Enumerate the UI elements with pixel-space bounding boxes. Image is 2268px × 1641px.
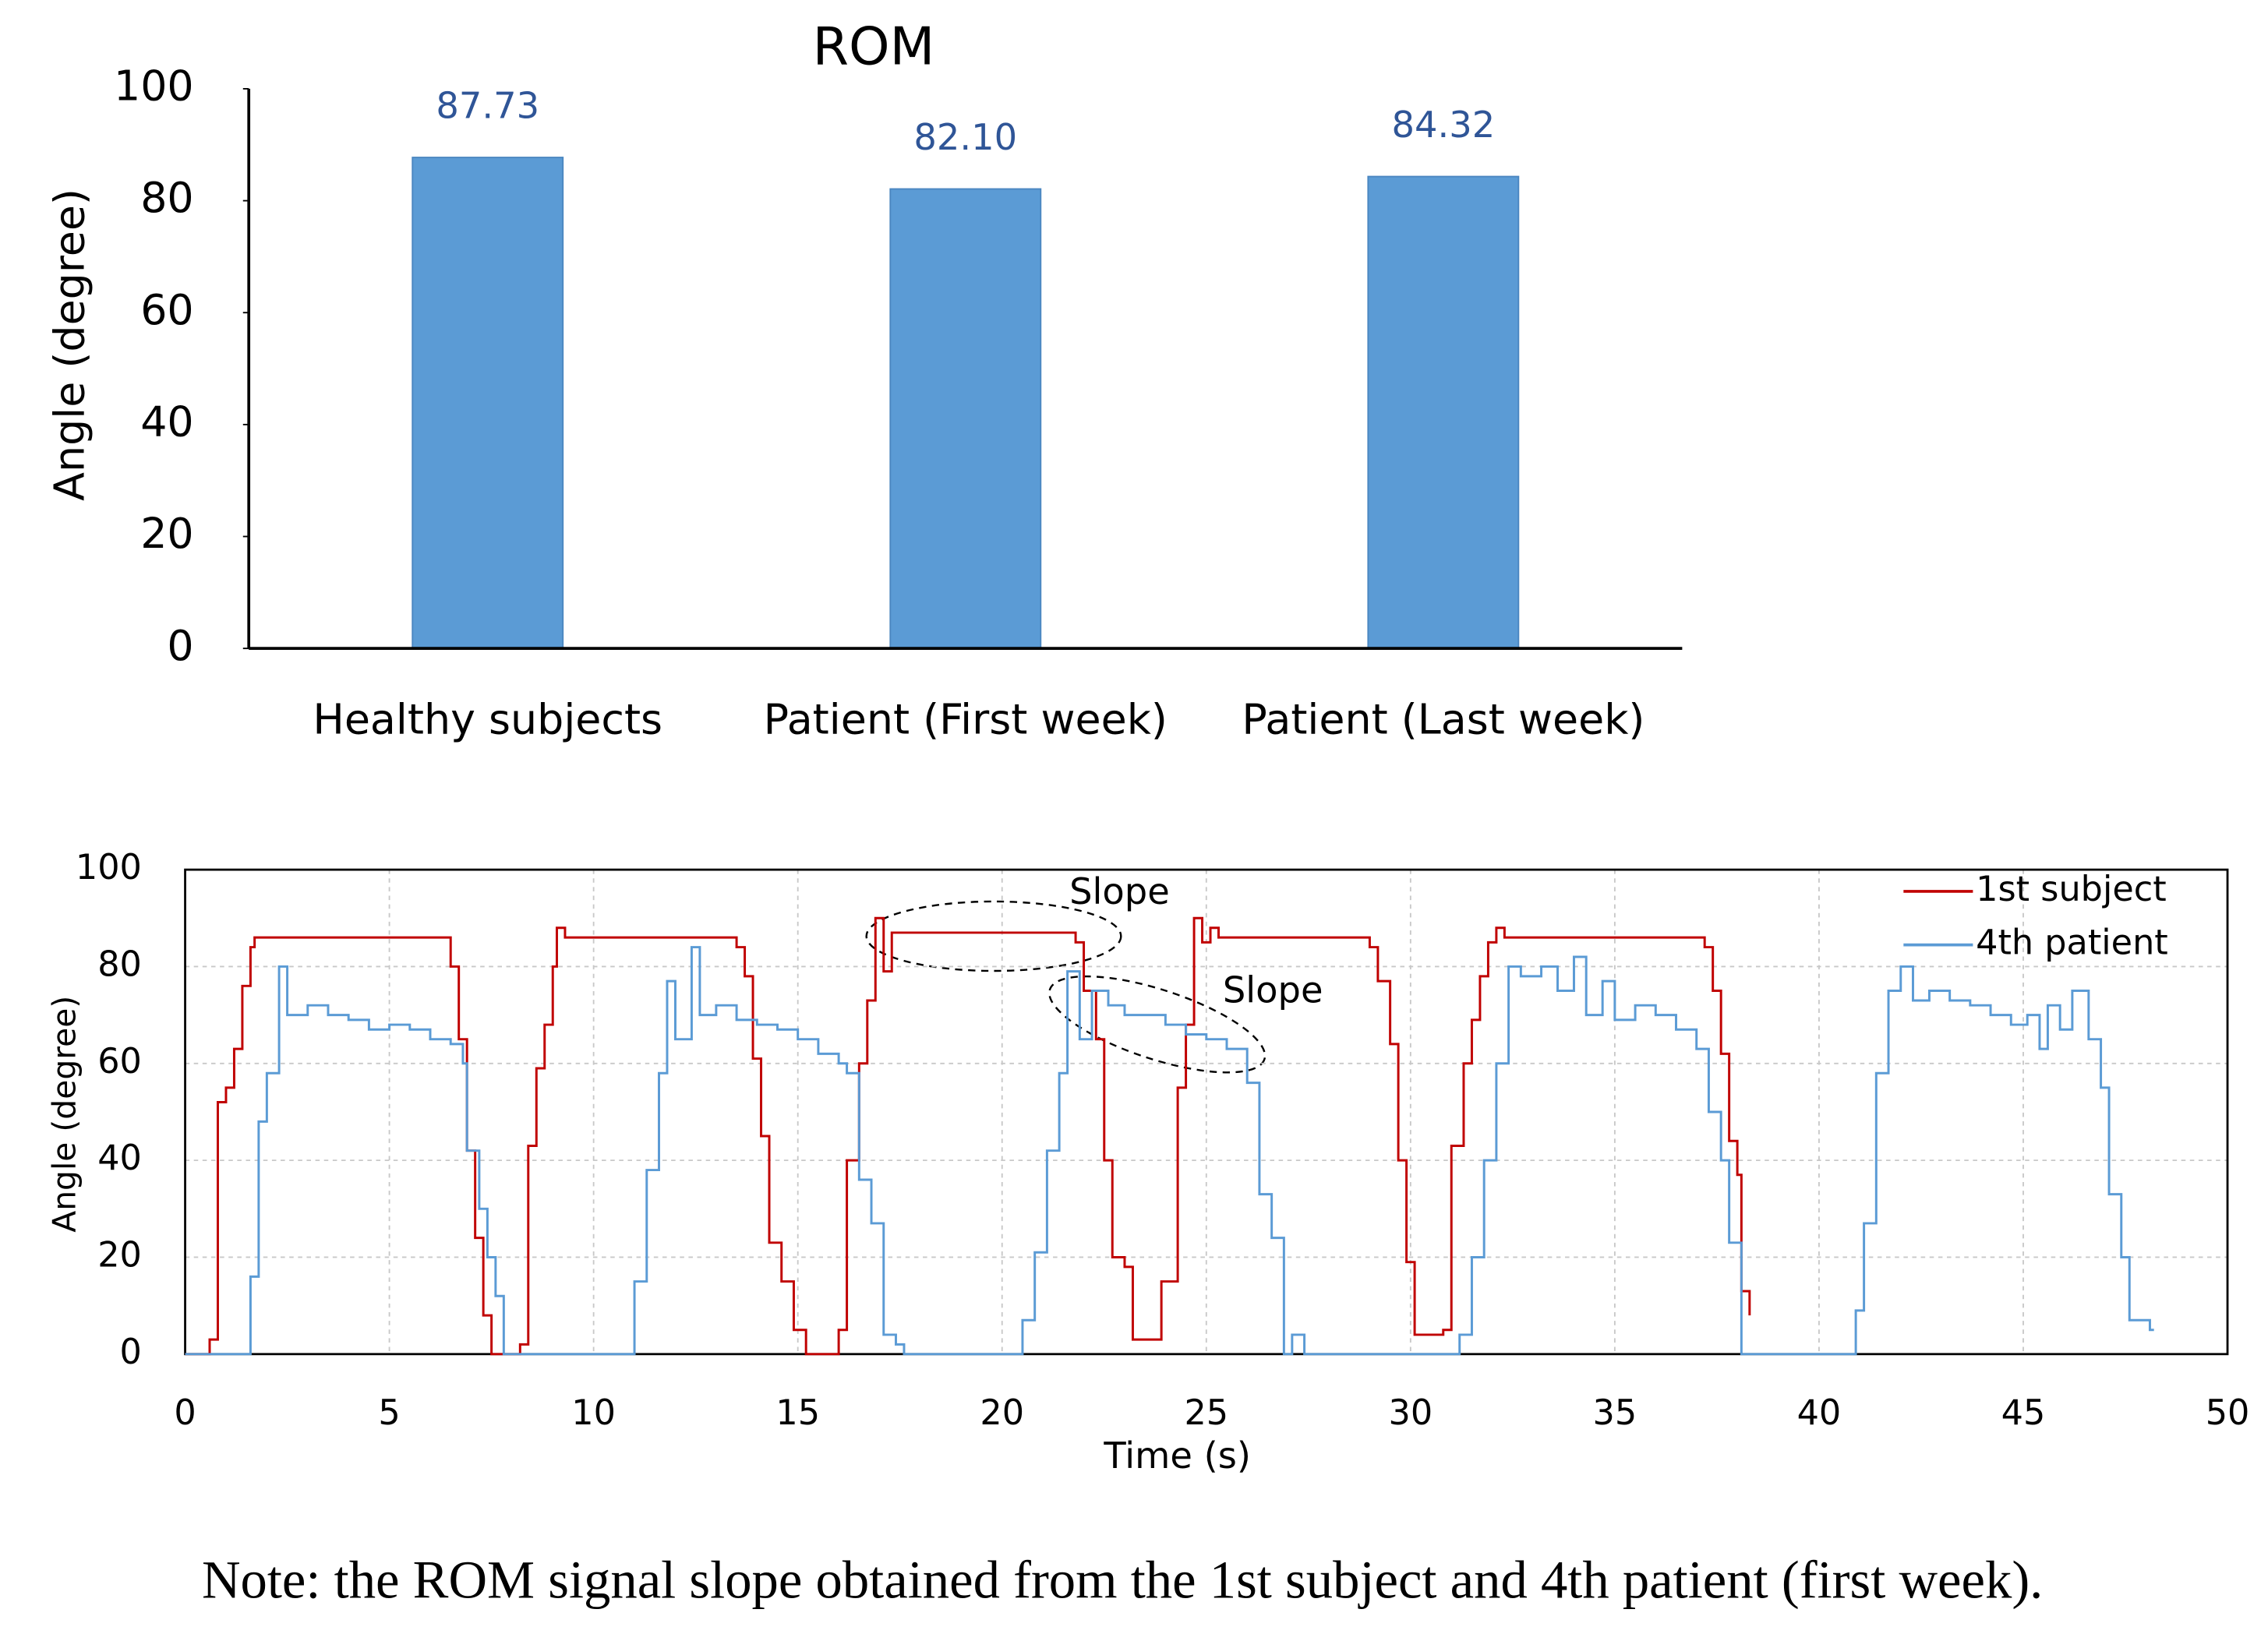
x-tick-label: Patient (First week) bbox=[764, 694, 1168, 743]
x-tick-label: 0 bbox=[174, 1392, 196, 1433]
value-label: 82.10 bbox=[913, 116, 1017, 158]
x-tick-label: 10 bbox=[571, 1392, 616, 1433]
x-tick-label: 30 bbox=[1389, 1392, 1433, 1433]
bar bbox=[412, 157, 564, 650]
x-tick-label: 20 bbox=[980, 1392, 1024, 1433]
line-y-label: Angle (degree) bbox=[45, 996, 83, 1233]
y-tick-label: 80 bbox=[140, 173, 193, 222]
x-tick-label: 5 bbox=[378, 1392, 400, 1433]
y-tick-label: 100 bbox=[76, 847, 142, 888]
y-tick-label: 20 bbox=[97, 1234, 142, 1275]
x-tick-label: 15 bbox=[775, 1392, 820, 1433]
line-series bbox=[185, 916, 1751, 1356]
line-series bbox=[185, 946, 2154, 1356]
x-tick-label: Healthy subjects bbox=[313, 694, 662, 743]
y-tick-label: 40 bbox=[140, 397, 193, 446]
annotation: Slope bbox=[1069, 870, 1170, 912]
x-tick-label: 35 bbox=[1593, 1392, 1637, 1433]
note: Note: the ROM signal slope obtained from… bbox=[202, 1551, 2043, 1610]
annotation: Slope bbox=[1223, 969, 1323, 1011]
y-tick-label: 80 bbox=[97, 944, 142, 984]
y-tick-label: 60 bbox=[97, 1041, 142, 1082]
plot-frame bbox=[184, 868, 2229, 1356]
value-label: 87.73 bbox=[436, 84, 539, 126]
x-tick-label: 45 bbox=[2001, 1392, 2046, 1433]
bar bbox=[889, 188, 1042, 650]
legend-label: 1st subject bbox=[1976, 869, 2167, 909]
x-tick-label: Patient (Last week) bbox=[1242, 694, 1644, 743]
y-tick-label: 40 bbox=[97, 1138, 142, 1178]
legend-label: 4th patient bbox=[1976, 923, 2168, 963]
x-tick-label: 50 bbox=[2206, 1392, 2250, 1433]
bar bbox=[1367, 175, 1520, 650]
value-label: 84.32 bbox=[1391, 104, 1495, 146]
y-tick-label: 0 bbox=[120, 1332, 142, 1372]
x-tick-label: 40 bbox=[1797, 1392, 1842, 1433]
annotation-ellipse bbox=[865, 900, 1122, 972]
y-tick-label: 60 bbox=[140, 285, 193, 334]
y-tick-label: 20 bbox=[140, 509, 193, 558]
y-tick-label: 100 bbox=[114, 62, 194, 111]
bar-y-label: Angle (degree) bbox=[44, 189, 94, 501]
x-tick-label: 25 bbox=[1184, 1392, 1228, 1433]
annotation-ellipse bbox=[1048, 975, 1266, 1074]
line-x-label: Time (s) bbox=[1103, 1435, 1251, 1477]
bar-title: ROM bbox=[813, 16, 935, 76]
y-tick-label: 0 bbox=[167, 621, 193, 670]
